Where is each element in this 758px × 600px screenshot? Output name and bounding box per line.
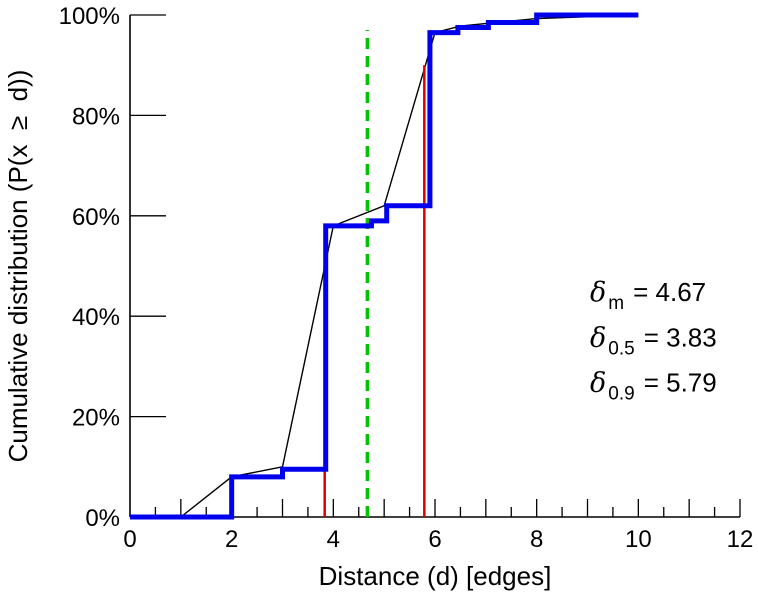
x-tick-label: 8: [530, 526, 543, 553]
y-tick-label: 100%: [59, 3, 120, 30]
x-tick-label: 4: [327, 526, 340, 553]
x-tick-label: 6: [428, 526, 441, 553]
subscript: m: [608, 293, 624, 314]
annotation-mean-distance: δ m = 4.67: [590, 277, 706, 314]
annotation-value: = 3.83: [644, 322, 717, 352]
subscript: 0.5: [608, 338, 634, 359]
x-axis-label: Distance (d) [edges]: [319, 561, 552, 591]
y-tick-label: 60%: [72, 204, 120, 231]
interpolated-cdf-line: [180, 14, 639, 518]
y-tick-label: 40%: [72, 304, 120, 331]
y-tick-label: 0%: [85, 505, 120, 532]
subscript: 0.9: [608, 384, 634, 405]
delta-symbol: δ: [590, 368, 606, 399]
delta-symbol: δ: [590, 277, 606, 308]
x-tick-label: 2: [225, 526, 238, 553]
annotation-value: = 4.67: [633, 277, 706, 307]
chart-generated-layers: 0 2 4 6 8 10 12 0% 20% 40% 60% 80% 100%: [59, 3, 754, 553]
y-tick-label: 20%: [72, 405, 120, 432]
annotation-median-distance: δ 0.5 = 3.83: [590, 322, 717, 359]
x-tick-label: 0: [123, 526, 136, 553]
stats-annotations: δ m = 4.67 δ 0.5 = 3.83 δ 0.9 = 5.79: [590, 277, 717, 404]
annotation-p90-distance: δ 0.9 = 5.79: [590, 368, 717, 405]
y-axis-label: Cumulative distribution (P(x ≥ d)): [3, 70, 33, 463]
annotation-value: = 5.79: [644, 368, 717, 398]
x-tick-label: 12: [727, 526, 754, 553]
empirical-cdf-steps: [130, 12, 639, 520]
x-tick-label: 10: [625, 526, 652, 553]
delta-symbol: δ: [590, 322, 606, 353]
y-tick-label: 80%: [72, 103, 120, 130]
